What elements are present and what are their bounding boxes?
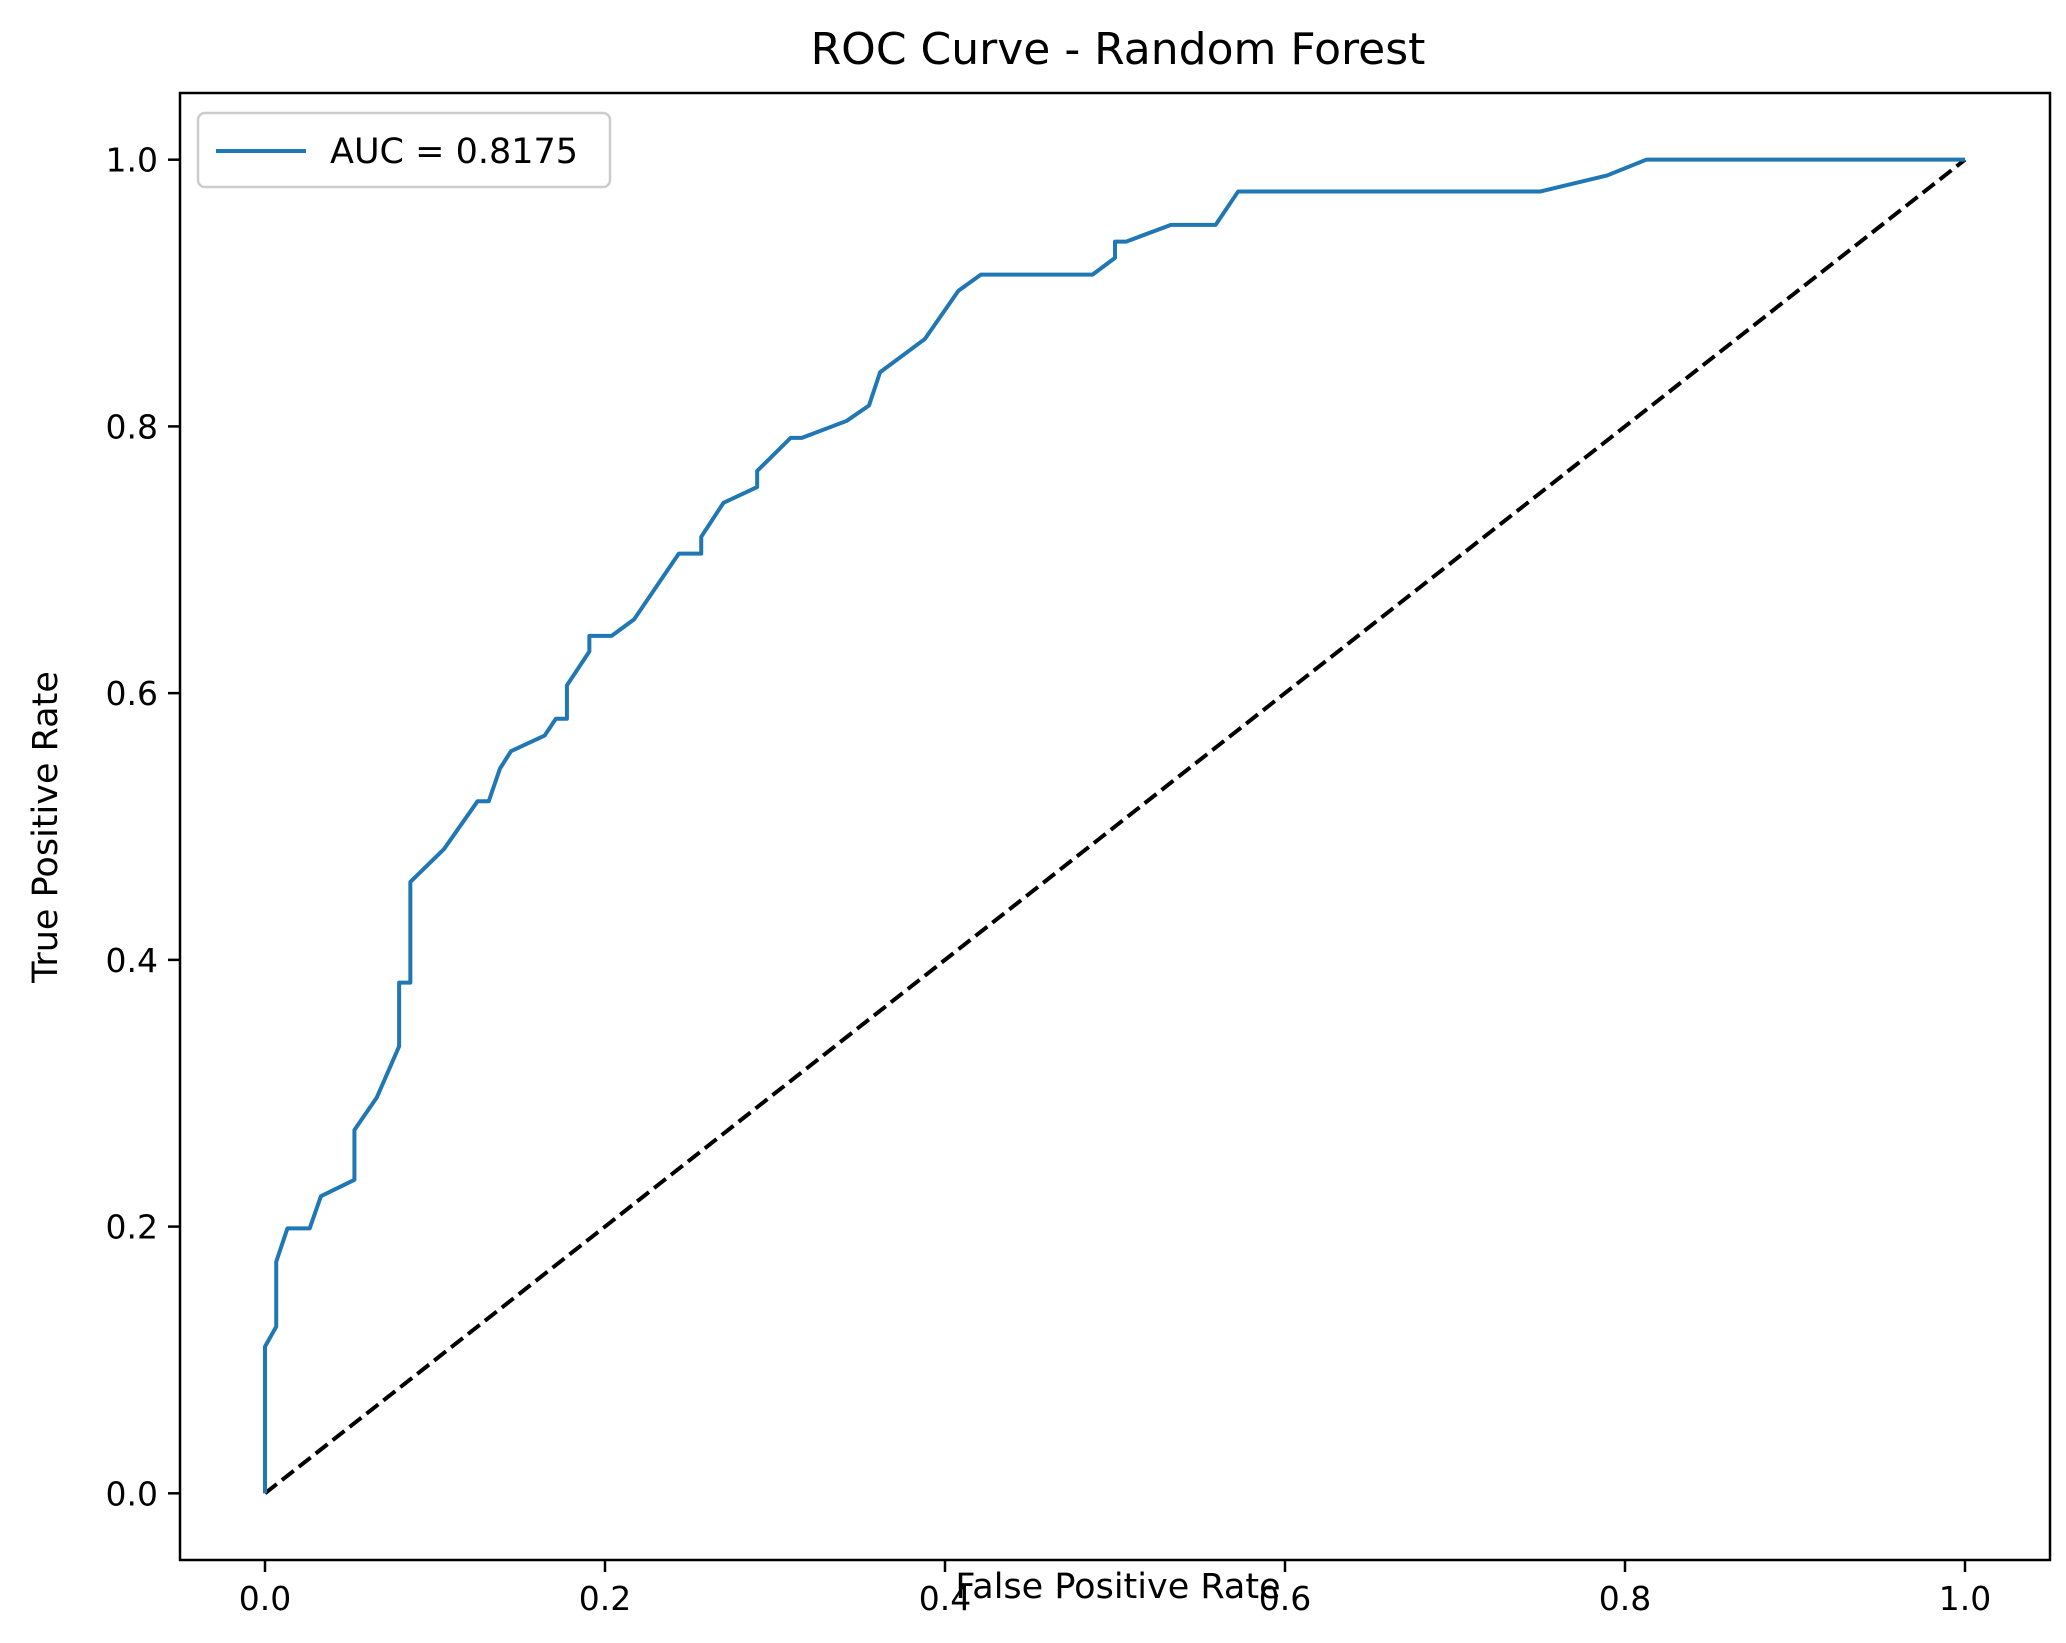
- x-tick-label: 0.2: [579, 1579, 631, 1618]
- roc-curve-line: [263, 157, 1965, 1494]
- legend: AUC = 0.8175: [196, 111, 612, 189]
- legend-label-auc: AUC = 0.8175: [330, 132, 578, 172]
- chart-title: ROC Curve - Random Forest: [811, 24, 1426, 75]
- y-tick-label: 0.8: [106, 407, 158, 446]
- y-tick-label: 0.6: [106, 674, 158, 713]
- x-tick-label: 0.6: [1259, 1579, 1311, 1618]
- x-tick-label: 1.0: [1939, 1579, 1991, 1618]
- chance-diagonal-line: [263, 158, 1967, 1495]
- plot-frame: [178, 91, 2052, 1562]
- y-tick-label: 1.0: [106, 141, 158, 180]
- y-tick-label: 0.0: [106, 1474, 158, 1513]
- y-axis-label: True Positive Rate: [26, 671, 66, 984]
- x-tick-label: 0.4: [919, 1579, 971, 1618]
- x-tick-label: 0.0: [239, 1579, 291, 1618]
- y-tick-label: 0.4: [106, 941, 158, 980]
- x-tick-label: 0.8: [1599, 1579, 1651, 1618]
- y-tick-label: 0.2: [106, 1208, 158, 1247]
- x-axis-label: False Positive Rate: [955, 1567, 1280, 1607]
- legend-box: [196, 111, 612, 189]
